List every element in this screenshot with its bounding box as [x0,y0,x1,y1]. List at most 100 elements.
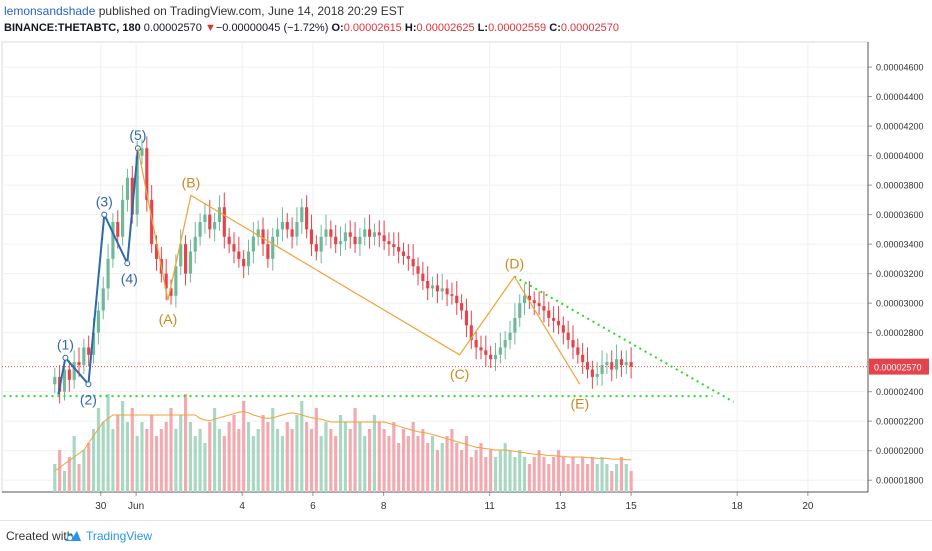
candle-body [624,362,628,366]
symbol-label[interactable]: BINANCE:THETABTC, 180 [4,22,141,34]
candle-body [271,236,275,259]
volume-bar [595,464,599,492]
last-price-tag [869,358,929,375]
volume-bar [576,464,580,492]
volume-bar [585,464,590,492]
volume-bar [111,429,115,492]
volume-bar [464,436,469,492]
volume-bar [353,408,357,492]
volume-bar [561,457,565,492]
volume-bar [600,457,604,492]
volume-bar [624,464,628,492]
candle-body [188,251,192,274]
candle-body [484,350,488,355]
open-label: O: [331,22,344,34]
volume-bar [145,429,149,492]
wave-label: (2) [80,391,97,407]
volume-bar [527,464,531,492]
candle-body [576,347,580,355]
price-change: −0.00000045 (−1.72%) [215,22,329,34]
volume-bar [619,457,624,492]
author-link[interactable]: lemonsandshade [4,4,96,18]
y-tick-label: 0.00004400 [876,92,924,102]
candle-body [174,266,178,296]
volume-bar [87,443,91,492]
candle-body [232,244,236,252]
candle-body [464,310,469,326]
candle-body [343,232,347,242]
volume-bar [300,401,304,492]
volume-bar [232,415,236,492]
candle-body [397,247,401,252]
volume-bar [430,436,435,492]
volume-bar [314,408,318,492]
candle-body [140,148,144,156]
close-value: 0.00002570 [560,22,619,34]
wave-label: (1) [57,337,74,353]
volume-bar [334,436,338,492]
candle-body [401,251,406,256]
y-tick-label: 0.00004000 [876,151,924,161]
x-tick-label: 15 [626,501,638,512]
volume-bar [435,450,439,492]
volume-bar [556,450,561,492]
volume-bar [372,415,377,492]
volume-bar [174,429,178,492]
volume-bar [581,457,585,492]
volume-bar [445,436,449,492]
candle-body [72,362,76,380]
volume-bar [571,457,575,492]
volume-bar [508,450,512,492]
x-tick-label: 13 [555,501,567,512]
volume-bar [77,464,81,492]
volume-bar [217,429,222,492]
volume-bar [183,394,188,492]
volume-bar [164,422,168,492]
candle-body [581,354,585,363]
y-tick-label: 0.00003600 [876,210,924,220]
tradingview-brand[interactable]: TradingView [86,529,153,543]
candle-body [556,320,561,326]
volume-bar [455,443,459,492]
volume-bar [227,422,231,492]
candle-body [377,232,381,236]
candle-body [222,207,226,237]
candle-body [363,229,367,237]
chart-area[interactable]: 0.00004600 0.00004400 0.00004200 0.00004000… [0,0,932,520]
volume-bar [450,429,454,492]
x-tick-label: 11 [484,501,495,512]
candle-body [430,285,435,289]
candle-body [445,288,449,295]
open-value: 0.00002615 [343,22,402,34]
wave-label: (5) [129,127,146,143]
volume-ma-line [54,410,632,472]
candle-body [489,354,493,360]
candle-body [67,369,71,380]
volume-bar [67,457,71,492]
volume-bar [474,450,478,492]
candle-body [595,373,599,377]
volume-bar [392,422,396,492]
candle-body [101,288,105,311]
candle-body [203,214,207,222]
volume-bar [309,429,314,492]
volume-bar [401,429,406,492]
candle-body [522,295,527,304]
candle-body [324,229,328,237]
candle-body [77,362,81,366]
candle-body [169,288,173,296]
candle-body [111,222,115,259]
volume-bar [440,443,444,492]
x-tick-label: 6 [310,501,316,512]
candle-body [135,155,139,215]
candle-body [227,236,231,245]
x-tick-label: 18 [732,501,744,512]
candle-body [387,241,391,245]
candle-body [121,199,125,237]
price-chart[interactable]: 0.00004600 0.00004400 0.00004200 0.00004000… [0,0,932,520]
volume-bar [140,422,144,492]
symbol-info: BINANCE:THETABTC, 180 0.00002570 ▼−0.000… [4,22,619,34]
tradingview-logo-icon[interactable] [64,530,82,542]
y-tick-label: 0.00003800 [876,181,924,191]
volume-bar [348,429,352,492]
